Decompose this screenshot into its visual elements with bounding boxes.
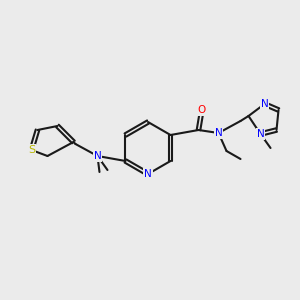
Text: N: N xyxy=(214,128,222,138)
Text: N: N xyxy=(144,169,152,179)
Text: N: N xyxy=(94,151,101,161)
Text: S: S xyxy=(28,145,35,155)
Text: N: N xyxy=(256,129,264,139)
Text: N: N xyxy=(261,99,268,109)
Text: O: O xyxy=(197,105,206,115)
